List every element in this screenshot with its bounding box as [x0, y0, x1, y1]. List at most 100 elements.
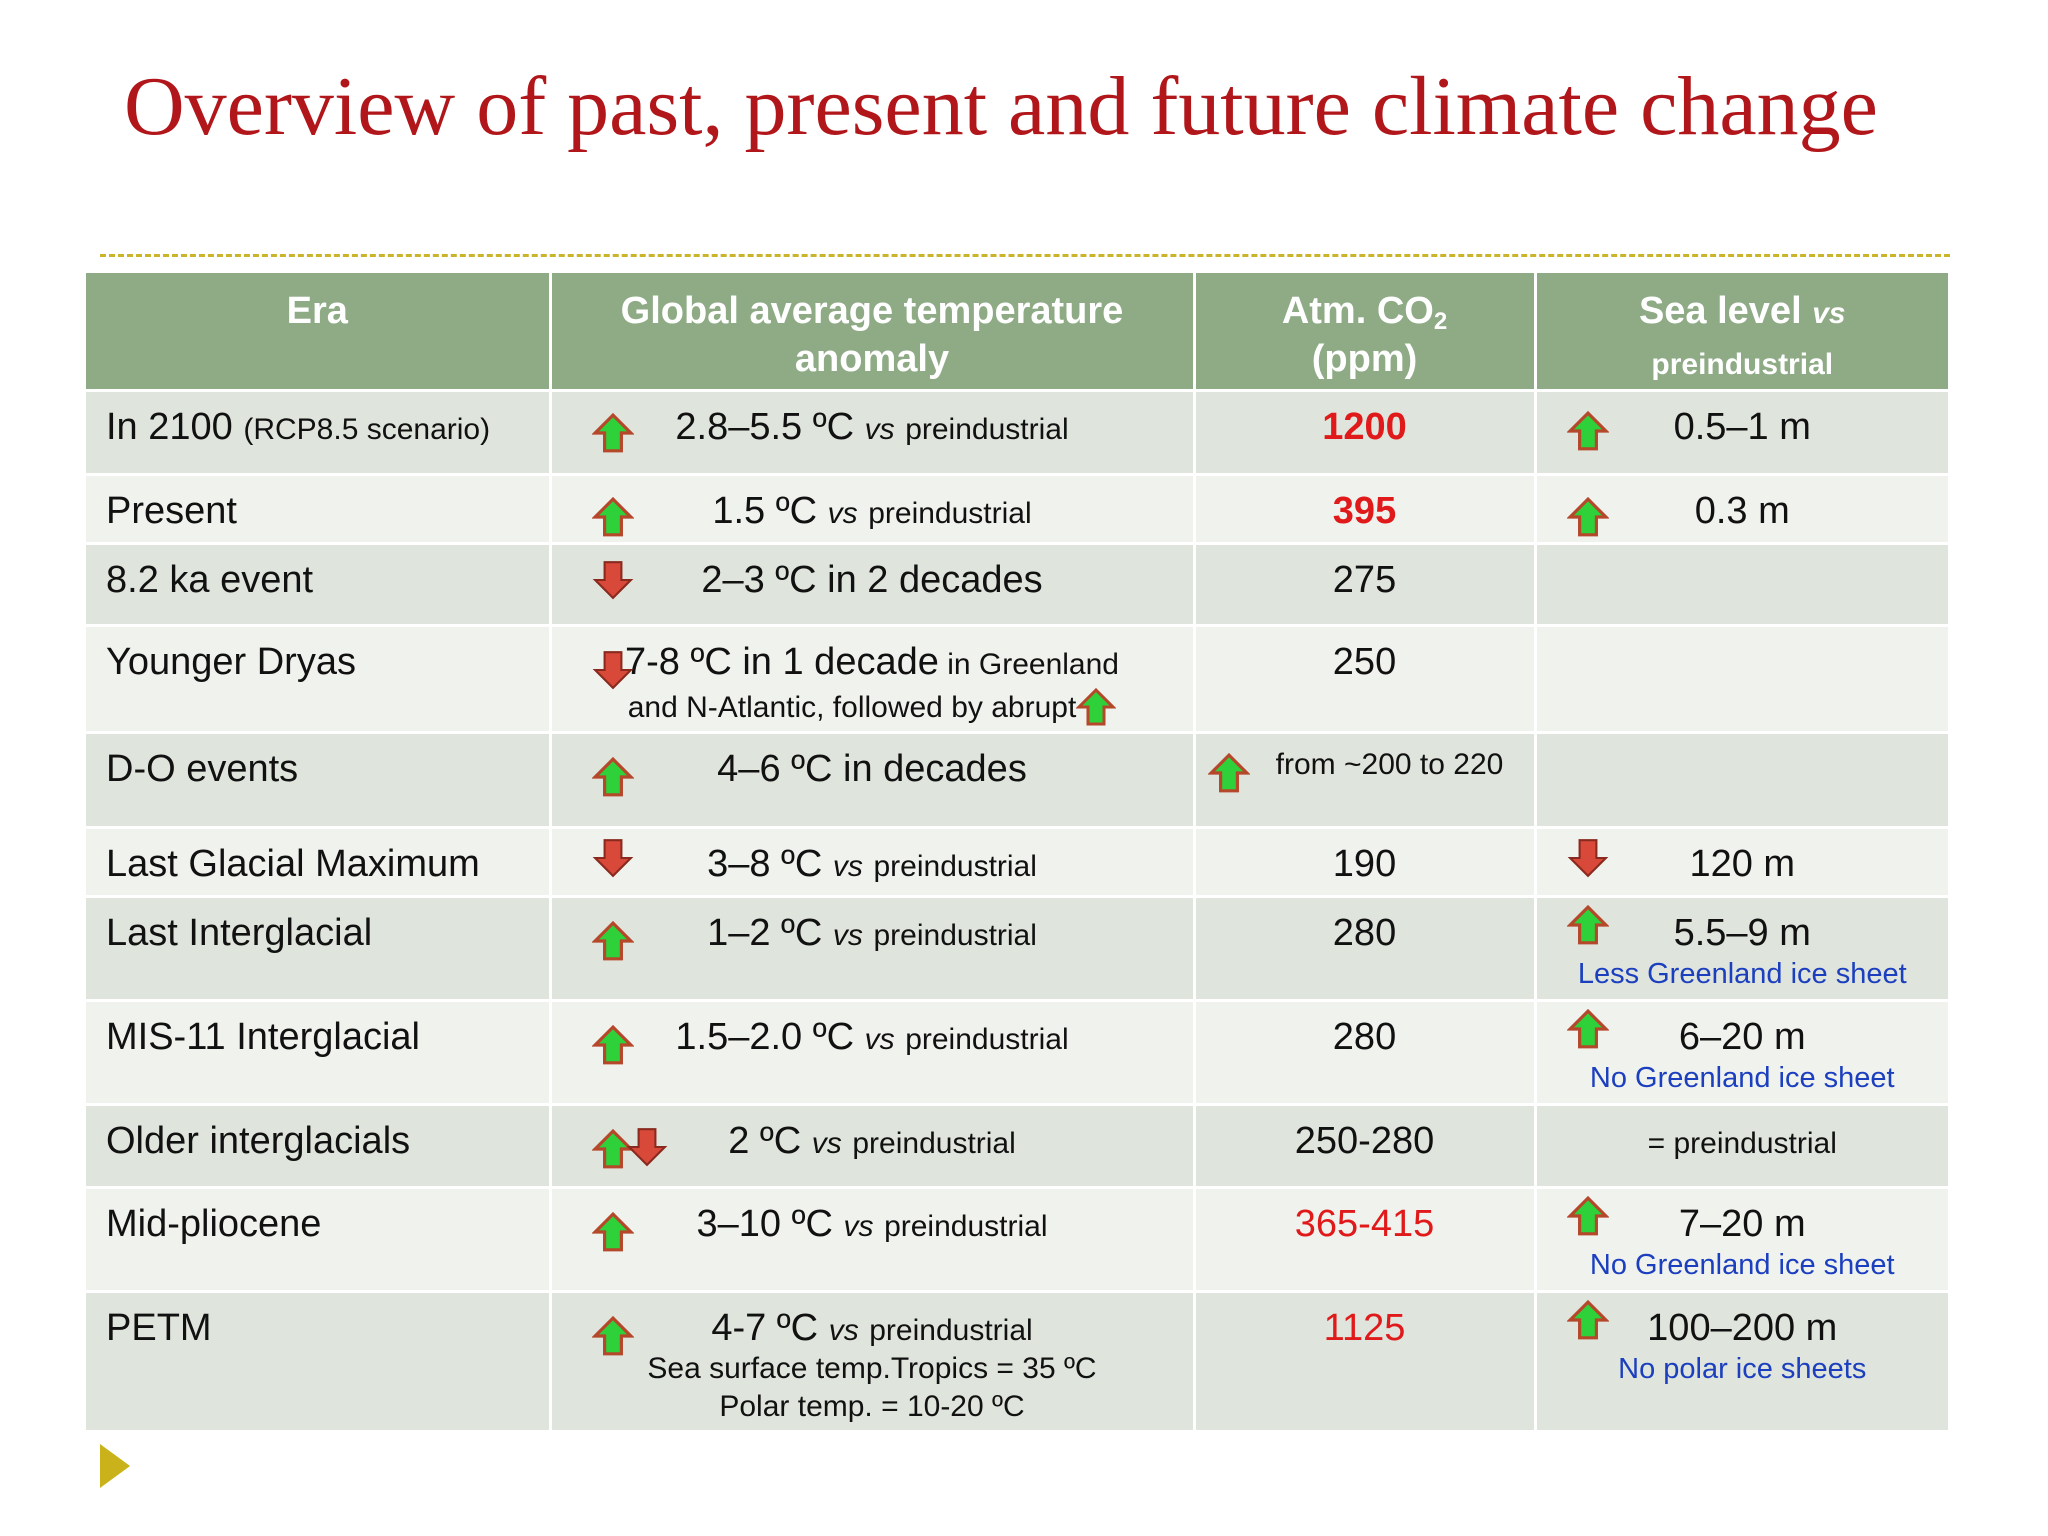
table-header-row: Era Global average temperature anomaly A…: [86, 273, 1948, 392]
temperature-cell: 3–8 ºC vs preindustrial: [550, 827, 1196, 898]
temperature-cell: 3–10 ºC vs preindustrial: [550, 1187, 1196, 1293]
temperature-note: in Greenland: [938, 648, 1119, 681]
era-cell: Present: [86, 474, 552, 545]
sea-level-value: 7–20 m: [1678, 1203, 1806, 1245]
co2-cell: 365-415: [1194, 1187, 1537, 1293]
co2-cell: 250-280: [1194, 1104, 1537, 1189]
down-arrow-icon: [592, 649, 634, 691]
header-co2: Atm. CO2 (ppm): [1194, 273, 1537, 392]
header-era-label: Era: [286, 290, 348, 332]
co2-value: 280: [1332, 912, 1397, 954]
co2-value: 365-415: [1294, 1203, 1435, 1245]
sea-level-value: = preindustrial: [1647, 1127, 1837, 1160]
era-cell: Older interglacials: [86, 1104, 552, 1189]
co2-value: 280: [1332, 1016, 1397, 1058]
temperature-cell: 1–2 ºC vs preindustrial: [550, 896, 1196, 1002]
co2-cell: from ~200 to 220: [1194, 732, 1537, 829]
vs-label: vs: [811, 1127, 842, 1160]
temperature-value: 2–3 ºC in 2 decades: [701, 559, 1043, 601]
temperature-value: 2 ºC: [728, 1120, 802, 1162]
up-arrow-icon: [1076, 687, 1117, 727]
temperature-cell: 4–6 ºC in decades: [550, 732, 1196, 829]
header-co2-subscript: 2: [1433, 308, 1448, 335]
sea-level-cell: [1535, 625, 1948, 734]
temperature-cell: 2.8–5.5 ºC vs preindustrial: [550, 390, 1196, 476]
era-cell: MIS-11 Interglacial: [86, 1000, 552, 1106]
co2-value: 250: [1332, 641, 1397, 683]
era-cell: D-O events: [86, 732, 552, 829]
sea-level-cell: [1535, 732, 1948, 829]
era-note: (RCP8.5 scenario): [243, 413, 491, 446]
temperature-note-line2: and N-Atlantic, followed by abrupt: [627, 691, 1077, 724]
co2-cell: 275: [1194, 543, 1537, 627]
temperature-cell: 4-7 ºC vs preindustrial Sea surface temp…: [550, 1291, 1196, 1433]
up-arrow-icon: [1566, 1299, 1609, 1341]
vs-label: vs: [864, 1023, 895, 1056]
co2-cell: 1125: [1194, 1291, 1537, 1433]
sea-level-value: 6–20 m: [1678, 1016, 1806, 1058]
up-arrow-icon: [591, 920, 634, 962]
temperature-value: 1–2 ºC: [707, 912, 823, 954]
sea-level-value: 0.5–1 m: [1673, 406, 1811, 448]
temperature-value: 2.8–5.5 ºC: [675, 406, 855, 448]
era-label: Last Glacial Maximum: [106, 843, 480, 885]
header-co2-unit: (ppm): [1311, 338, 1418, 380]
co2-value: from ~200 to 220: [1275, 748, 1504, 781]
co2-cell: 280: [1194, 896, 1537, 1002]
table-row: MIS-11 Interglacial 1.5–2.0 ºC vs preind…: [86, 1000, 1948, 1106]
up-arrow-icon: [591, 1211, 634, 1253]
table-row: Last Glacial Maximum 3–8 ºC vs preindust…: [86, 827, 1948, 898]
table-row: PETM 4-7 ºC vs preindustrial Sea surface…: [86, 1291, 1948, 1433]
title-divider: [100, 254, 1950, 257]
table-row: Older interglacials 2 ºC vs preindustria…: [86, 1104, 1948, 1189]
down-arrow-icon: [592, 837, 634, 879]
temperature-cell: 1.5 ºC vs preindustrial: [550, 474, 1196, 545]
temperature-value: 3–10 ºC: [696, 1203, 833, 1245]
sea-level-value: 5.5–9 m: [1673, 912, 1811, 954]
preindustrial-label: preindustrial: [873, 850, 1037, 883]
vs-label: vs: [864, 413, 895, 446]
up-arrow-icon: [1566, 1195, 1609, 1237]
era-cell: Younger Dryas: [86, 625, 552, 734]
header-sea-preindustrial: preindustrial: [1651, 348, 1834, 381]
co2-cell: 190: [1194, 827, 1537, 898]
header-temperature-label: Global average temperature anomaly: [620, 290, 1124, 380]
era-cell: PETM: [86, 1291, 552, 1433]
up-arrow-icon: [1566, 1008, 1609, 1050]
sea-level-cell: 120 m: [1535, 827, 1948, 898]
header-sea-vs: vs: [1812, 297, 1846, 330]
preindustrial-label: preindustrial: [873, 919, 1037, 952]
temperature-value: 4-7 ºC: [711, 1307, 819, 1349]
temperature-cell: 1.5–2.0 ºC vs preindustrial: [550, 1000, 1196, 1106]
sea-level-note: No polar ice sheets: [1618, 1353, 1867, 1385]
preindustrial-label: preindustrial: [852, 1127, 1016, 1160]
up-arrow-icon: [591, 1315, 634, 1357]
vs-label: vs: [832, 919, 863, 952]
sea-level-value: 0.3 m: [1694, 490, 1790, 532]
table-row: D-O events 4–6 ºC in decades from ~200 t…: [86, 732, 1948, 829]
header-sea-label: Sea level: [1638, 290, 1813, 332]
up-arrow-icon: [1566, 904, 1609, 946]
era-label: Last Interglacial: [106, 912, 373, 954]
table-row: 8.2 ka event 2–3 ºC in 2 decades 275: [86, 543, 1948, 627]
table-row: Younger Dryas 7-8 ºC in 1 decade in Gree…: [86, 625, 1948, 734]
header-temperature: Global average temperature anomaly: [550, 273, 1196, 392]
temperature-value: 7-8 ºC in 1 decade: [625, 641, 939, 683]
temperature-cell: 2–3 ºC in 2 decades: [550, 543, 1196, 627]
sea-level-value: 120 m: [1689, 843, 1796, 885]
era-cell: 8.2 ka event: [86, 543, 552, 627]
up-arrow-icon: [1207, 752, 1250, 794]
preindustrial-label: preindustrial: [905, 1023, 1069, 1056]
sea-level-cell: 0.3 m: [1535, 474, 1948, 545]
slide-title: Overview of past, present and future cli…: [124, 60, 1878, 153]
sea-level-note: Less Greenland ice sheet: [1577, 958, 1907, 990]
co2-value: 395: [1332, 490, 1397, 532]
era-cell: In 2100 (RCP8.5 scenario): [86, 390, 552, 476]
era-label: D-O events: [106, 748, 299, 790]
sea-level-value: 100–200 m: [1647, 1307, 1838, 1349]
era-label: Older interglacials: [106, 1120, 411, 1162]
temperature-value: 3–8 ºC: [707, 843, 823, 885]
up-arrow-icon: [1566, 496, 1609, 538]
sea-level-cell: 5.5–9 m Less Greenland ice sheet: [1535, 896, 1948, 1002]
co2-cell: 250: [1194, 625, 1537, 734]
